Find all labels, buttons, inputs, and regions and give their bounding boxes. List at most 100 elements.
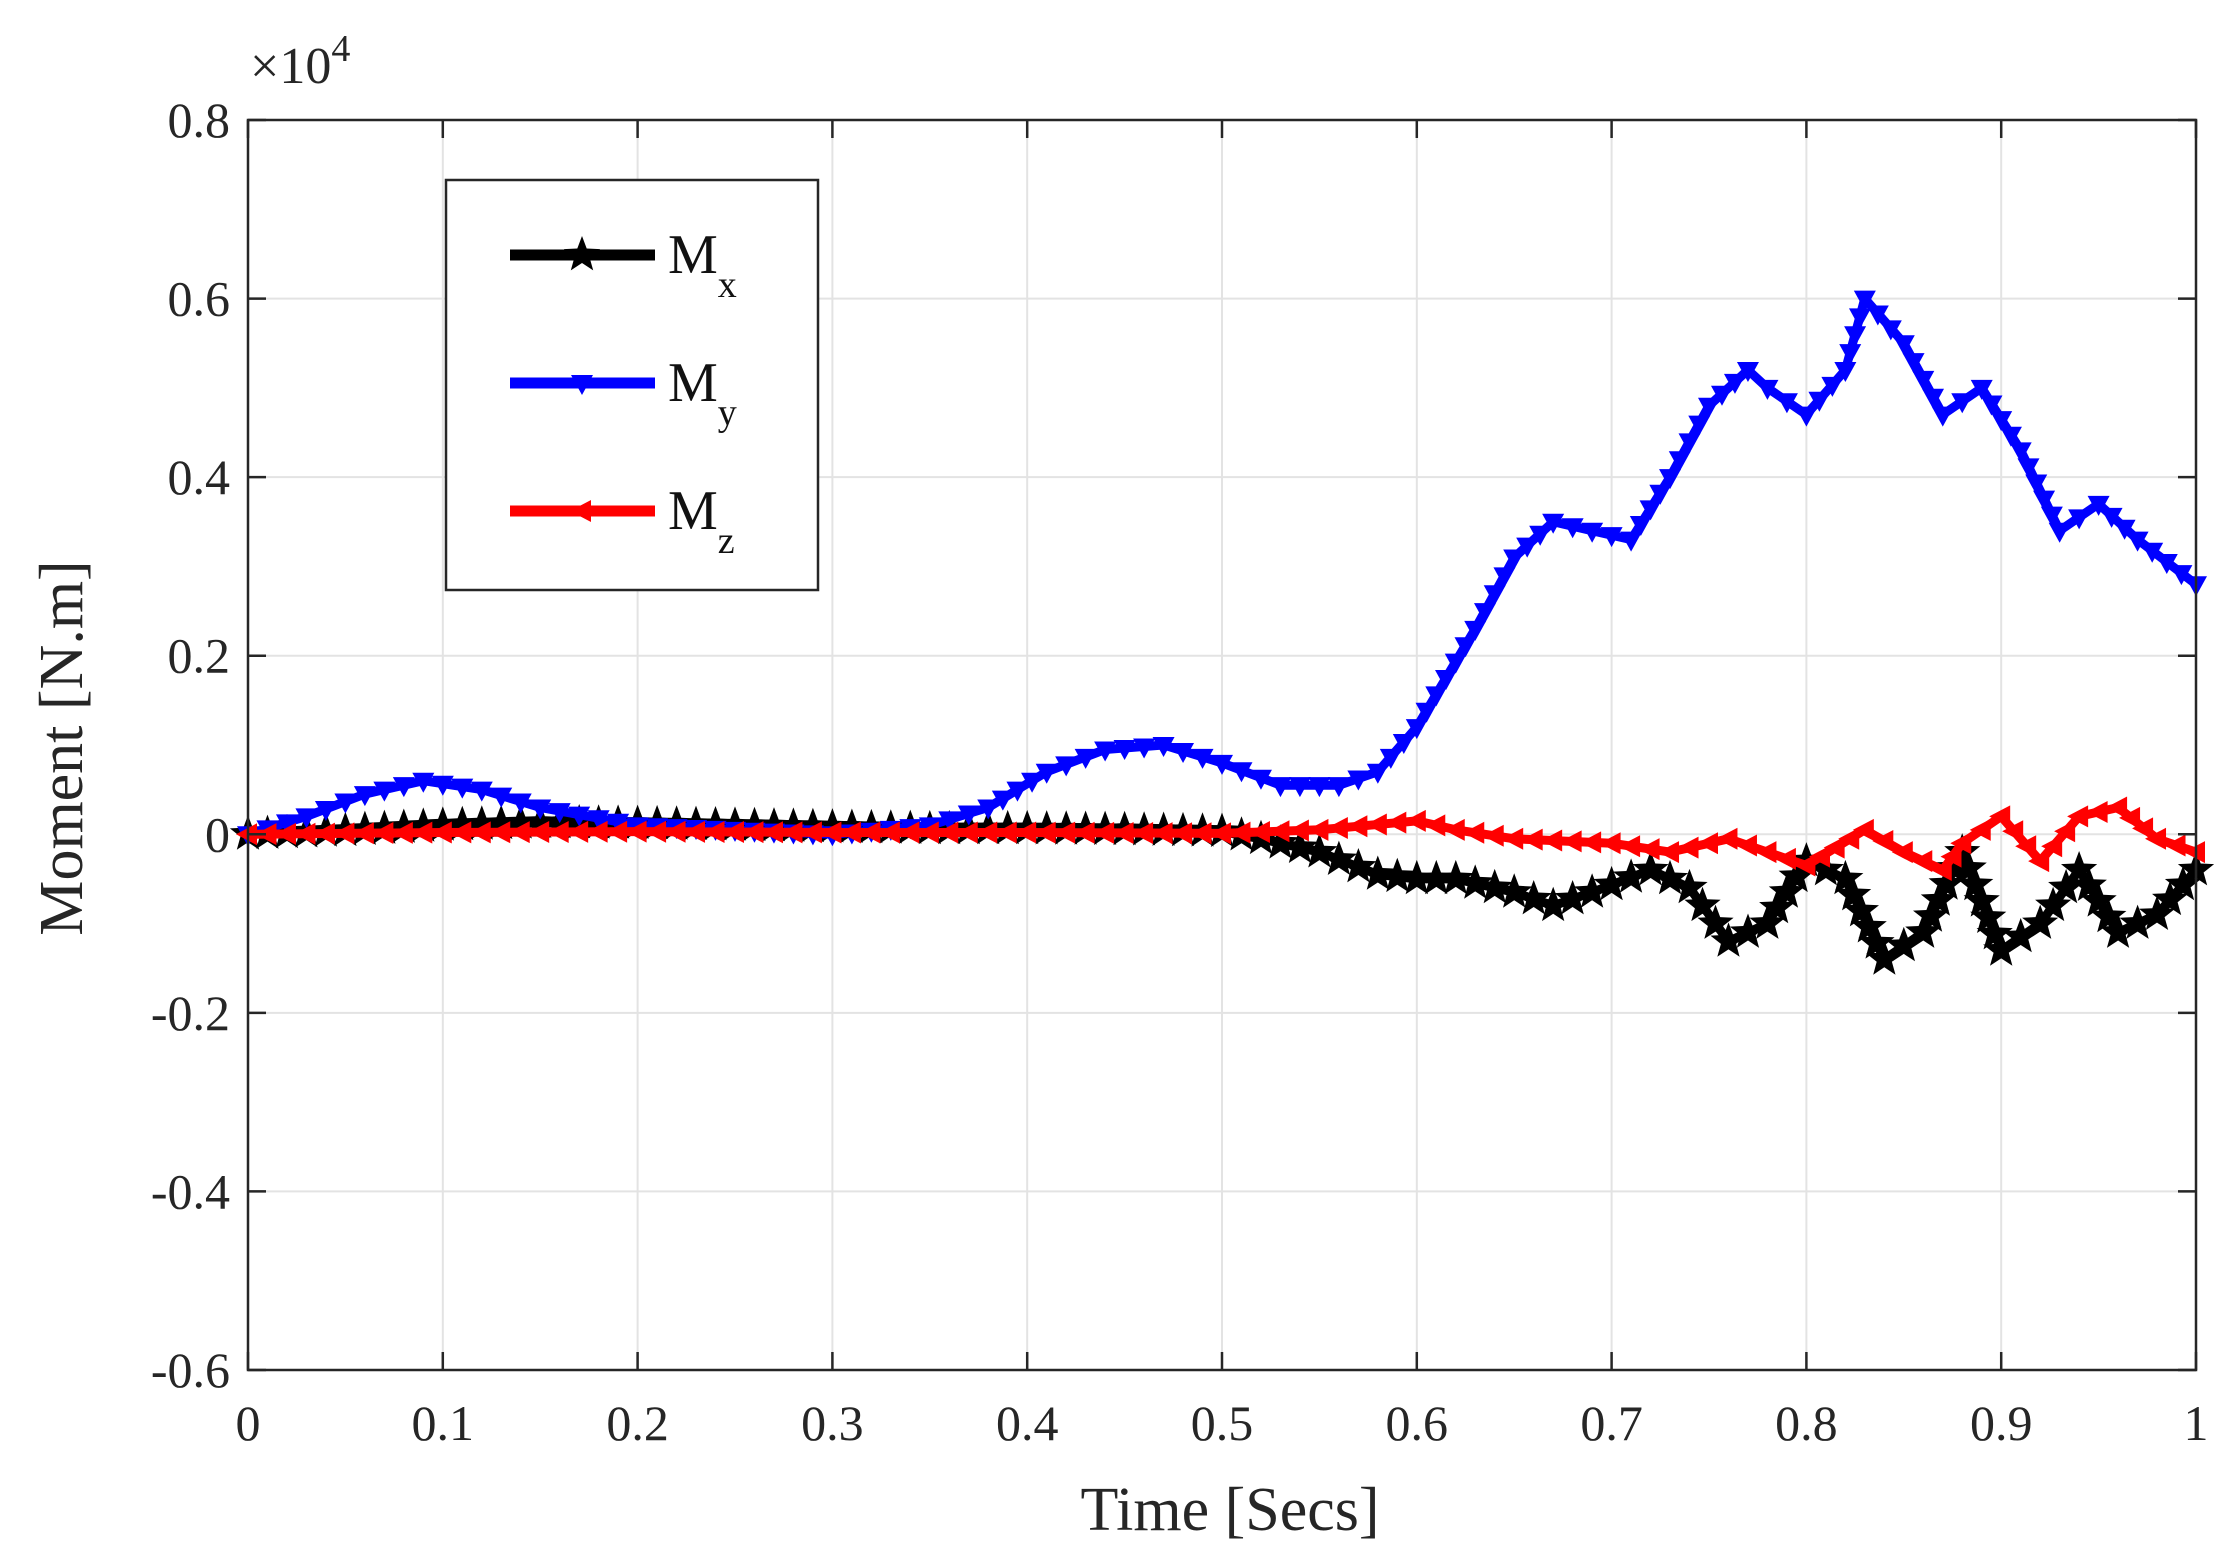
data-point-my — [1999, 426, 2022, 447]
data-point-mz — [1463, 821, 1485, 844]
series-my — [237, 290, 2207, 847]
data-point-my — [1113, 739, 1136, 760]
data-point-mz — [1989, 805, 2011, 828]
data-point-my — [2017, 458, 2040, 479]
data-point-my — [431, 775, 454, 796]
data-point-mx — [1515, 880, 1552, 915]
data-point-my — [2040, 506, 2063, 527]
data-point-mx — [1858, 924, 1895, 959]
tick-labels: 0 0.1 0.2 0.3 0.4 0.5 0.6 0.7 0.8 0.9 1 -0.6 -0.4 -0.… — [151, 92, 2209, 1451]
x-tick-label: 0.1 — [412, 1395, 475, 1451]
data-point-my — [1454, 637, 1477, 658]
data-point-mx — [1457, 864, 1494, 899]
data-point-mz — [1112, 821, 1134, 844]
y-axis-title: Moment [N.m] — [28, 560, 96, 935]
data-point-mz — [1774, 847, 1796, 870]
data-point-mx — [424, 806, 461, 841]
data-point-mx — [1574, 873, 1611, 908]
data-point-mz — [1969, 818, 1991, 841]
data-point-my — [1688, 415, 1711, 436]
data-point-mz — [625, 820, 647, 843]
data-point-mz — [1229, 821, 1251, 844]
data-point-mz — [1482, 824, 1504, 847]
data-point-my — [1795, 406, 1818, 427]
data-point-my — [1710, 385, 1733, 406]
data-point-mz — [1248, 820, 1270, 843]
data-point-mz — [1794, 854, 1816, 877]
data-point-mx — [2048, 868, 2085, 904]
data-point-my — [2126, 531, 2149, 552]
data-point-mz — [1093, 821, 1115, 844]
data-point-mz — [937, 821, 959, 844]
data-point-my — [1094, 741, 1117, 762]
data-point-mz — [1034, 821, 1056, 844]
data-point-mz — [1190, 822, 1212, 845]
data-point-mz — [995, 821, 1017, 844]
data-point-mx — [1554, 880, 1591, 915]
data-point-my — [2087, 495, 2110, 516]
data-point-my — [1493, 567, 1516, 588]
x-tick-label: 0.2 — [606, 1395, 669, 1451]
x-tick-label: 0.3 — [801, 1395, 864, 1451]
data-point-mx — [1632, 851, 1669, 886]
data-point-mz — [1268, 820, 1290, 843]
data-point-mx — [1807, 851, 1844, 886]
data-point-mz — [469, 821, 491, 844]
data-point-mz — [1346, 815, 1368, 838]
data-point-mx — [1697, 904, 1734, 939]
x-tick-label: 0.5 — [1191, 1395, 1254, 1451]
data-point-mz — [606, 820, 628, 843]
data-point-mx — [1920, 881, 1957, 916]
y-tick-label: -0.6 — [151, 1342, 230, 1398]
data-point-mz — [1658, 841, 1680, 864]
data-point-mx — [1885, 926, 1922, 962]
data-point-mz — [313, 822, 335, 845]
data-point-mz — [2106, 796, 2128, 819]
data-point-mz — [684, 820, 706, 843]
data-point-mz — [1872, 829, 1894, 852]
data-point-mx — [483, 804, 520, 840]
x-tick-label: 0.7 — [1580, 1395, 1643, 1451]
data-point-mz — [294, 822, 316, 845]
y-tick-label: -0.2 — [151, 985, 230, 1041]
data-point-mz — [508, 821, 530, 844]
data-point-my — [2033, 490, 2056, 511]
data-point-mz — [723, 821, 744, 844]
data-point-mx — [2100, 913, 2137, 948]
data-point-mz — [1287, 819, 1309, 842]
data-point-mx — [1963, 882, 2000, 917]
data-point-mz — [703, 820, 725, 843]
data-point-mx — [1905, 913, 1942, 948]
data-point-mx — [1281, 828, 1318, 863]
data-point-mz — [1404, 809, 1426, 832]
y-tick-label: -0.4 — [151, 1163, 230, 1219]
data-point-my — [1980, 395, 2003, 416]
data-point-my — [1191, 748, 1214, 769]
data-point-mz — [1580, 831, 1602, 854]
data-point-mx — [2070, 866, 2107, 901]
data-point-my — [1620, 531, 1643, 552]
data-point-my — [1970, 379, 1993, 400]
data-point-mz — [1911, 850, 1933, 873]
data-point-mx — [463, 805, 500, 840]
data-point-mz — [2028, 850, 2050, 873]
data-point-my — [1529, 525, 1552, 546]
data-point-mz — [2119, 806, 2141, 829]
data-point-mz — [1940, 845, 1962, 868]
data-point-my — [991, 790, 1014, 811]
data-point-mx — [2164, 865, 2202, 901]
data-point-mz — [1823, 836, 1845, 859]
data-point-my — [1503, 549, 1526, 570]
legend-entry-my: My — [510, 352, 737, 434]
legend-label-mz: Mz — [668, 480, 735, 562]
data-point-mz — [547, 820, 569, 843]
data-point-mz — [1852, 818, 1874, 841]
data-point-mx — [2022, 904, 2059, 939]
data-point-mz — [236, 823, 257, 846]
data-point-my — [1288, 777, 1311, 798]
data-point-mx — [1866, 940, 1903, 975]
data-point-my — [314, 800, 337, 821]
data-point-my — [1659, 469, 1682, 490]
